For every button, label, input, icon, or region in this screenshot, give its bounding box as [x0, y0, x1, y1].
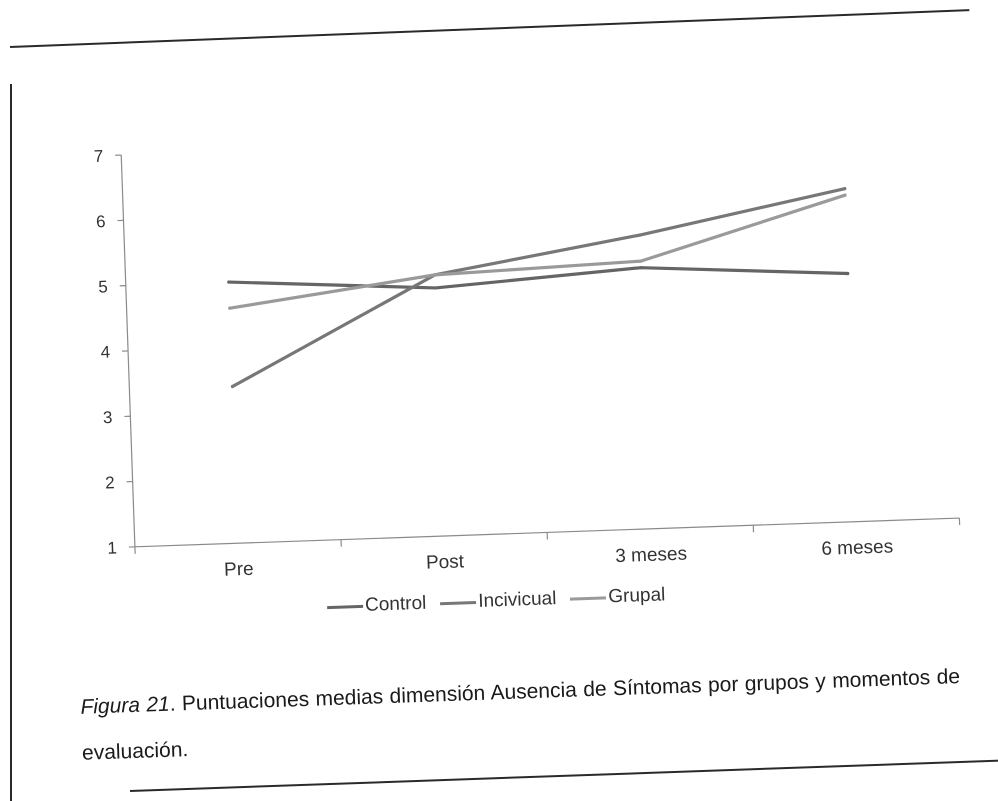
frame-left-border — [10, 84, 12, 801]
series-line-incivicual — [230, 187, 847, 389]
data-point-control — [227, 280, 231, 284]
data-point-incivicual — [843, 187, 847, 191]
caption-text: . Puntuaciones medias dimensión Ausencia… — [81, 665, 961, 765]
y-tick-label: 1 — [107, 538, 117, 557]
y-tick-label: 3 — [103, 408, 113, 427]
x-tick-label: Pre — [224, 559, 254, 581]
y-tick-label: 4 — [100, 343, 110, 362]
legend-label-control: Control — [364, 592, 427, 616]
data-point-grupal — [228, 306, 232, 310]
y-tick-label: 7 — [93, 147, 103, 166]
legend-swatch-incivicual — [440, 600, 477, 605]
data-point-control — [846, 271, 850, 276]
data-point-incivicual — [638, 233, 642, 237]
data-point-grupal — [639, 259, 643, 263]
y-tick-label: 6 — [96, 212, 106, 231]
data-point-grupal — [843, 193, 847, 197]
x-tick-label: 3 meses — [615, 544, 688, 567]
legend-item-grupal: Grupal — [570, 584, 666, 609]
data-point-grupal — [433, 273, 437, 277]
data-point-control — [639, 266, 643, 270]
series-line-control — [227, 266, 850, 290]
legend-item-incivicual: Incivicual — [440, 588, 557, 614]
y-tick-label: 2 — [105, 473, 115, 492]
legend-item-control: Control — [327, 593, 427, 618]
data-point-incivicual — [230, 384, 235, 389]
y-tick-label: 5 — [98, 277, 108, 296]
series-line-grupal — [228, 193, 847, 310]
legend-swatch-grupal — [570, 595, 607, 601]
legend-label-grupal: Grupal — [607, 584, 666, 608]
legend-label-incivicual: Incivicual — [477, 588, 557, 612]
x-tick-label: Post — [426, 551, 465, 573]
legend-swatch-control — [327, 604, 364, 609]
figure-label: Figura 21 — [80, 692, 171, 719]
x-tick-label: 6 meses — [821, 536, 894, 559]
data-point-control — [433, 286, 438, 290]
